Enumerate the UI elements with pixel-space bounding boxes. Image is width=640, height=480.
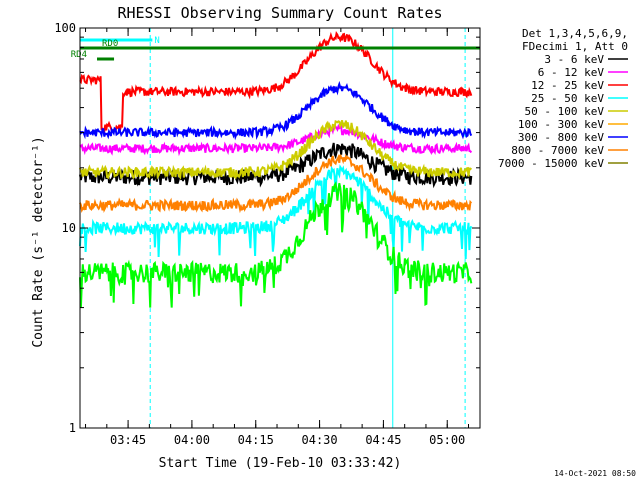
- y-tick-label-1: 10: [62, 221, 76, 235]
- series-line-7: [79, 153, 473, 214]
- x-tick-label-1: 04:00: [174, 433, 210, 447]
- y-tick-label-0: 1: [69, 421, 76, 435]
- x-tick-label-2: 04:15: [238, 433, 274, 447]
- legend-header-0: Det 1,3,4,5,6,9,: [522, 27, 628, 40]
- flag-bars: N RD0 RD4: [71, 36, 480, 61]
- axes: 1 10 100 03:45 04:00 04:15 04:30 04:45 05:00: [54, 21, 481, 447]
- legend-header-1: FDecimi 1, Att 0: [522, 40, 628, 53]
- x-tick-label-3: 04:30: [302, 433, 338, 447]
- flag-label-RD0: RD0: [102, 39, 118, 49]
- legend-label-8: 7000 - 15000 keV: [498, 157, 604, 170]
- legend-label-4: 50 - 100 keV: [525, 105, 605, 118]
- flag-label-RD4: RD4: [71, 50, 87, 60]
- series-line-2: [79, 30, 473, 134]
- flag-label-N: N: [154, 36, 159, 46]
- series-line-4: [79, 119, 473, 180]
- legend-label-6: 300 - 800 keV: [518, 131, 604, 144]
- legend-label-2: 12 - 25 keV: [531, 79, 604, 92]
- y-tick-label-2: 100: [54, 21, 76, 35]
- legend-label-5: 100 - 300 keV: [518, 118, 604, 131]
- chart-title: RHESSI Observing Summary Count Rates: [117, 4, 442, 22]
- series-line-6: [79, 80, 473, 141]
- legend-label-3: 25 - 50 keV: [531, 92, 604, 105]
- x-axis-label: Start Time (19-Feb-10 03:33:42): [159, 456, 402, 471]
- series-line-3: [79, 164, 473, 260]
- series-line-0: [79, 142, 473, 189]
- series-group: [79, 30, 473, 308]
- footer-date: 14-Oct-2021 08:50: [554, 469, 636, 478]
- x-tick-label-5: 05:00: [429, 433, 465, 447]
- legend-label-7: 800 - 7000 keV: [511, 144, 604, 157]
- legend-label-0: 3 - 6 keV: [544, 53, 604, 66]
- legend-label-1: 6 - 12 keV: [538, 66, 605, 79]
- x-tick-label-4: 04:45: [365, 433, 401, 447]
- legend: Det 1,3,4,5,6,9,FDecimi 1, Att 03 - 6 ke…: [498, 27, 628, 170]
- series-line-9: [79, 181, 473, 308]
- x-tick-label-0: 03:45: [110, 433, 146, 447]
- y-axis-label: Count Rate (s⁻¹ detector⁻¹): [31, 136, 46, 347]
- series-line-1: [79, 123, 473, 157]
